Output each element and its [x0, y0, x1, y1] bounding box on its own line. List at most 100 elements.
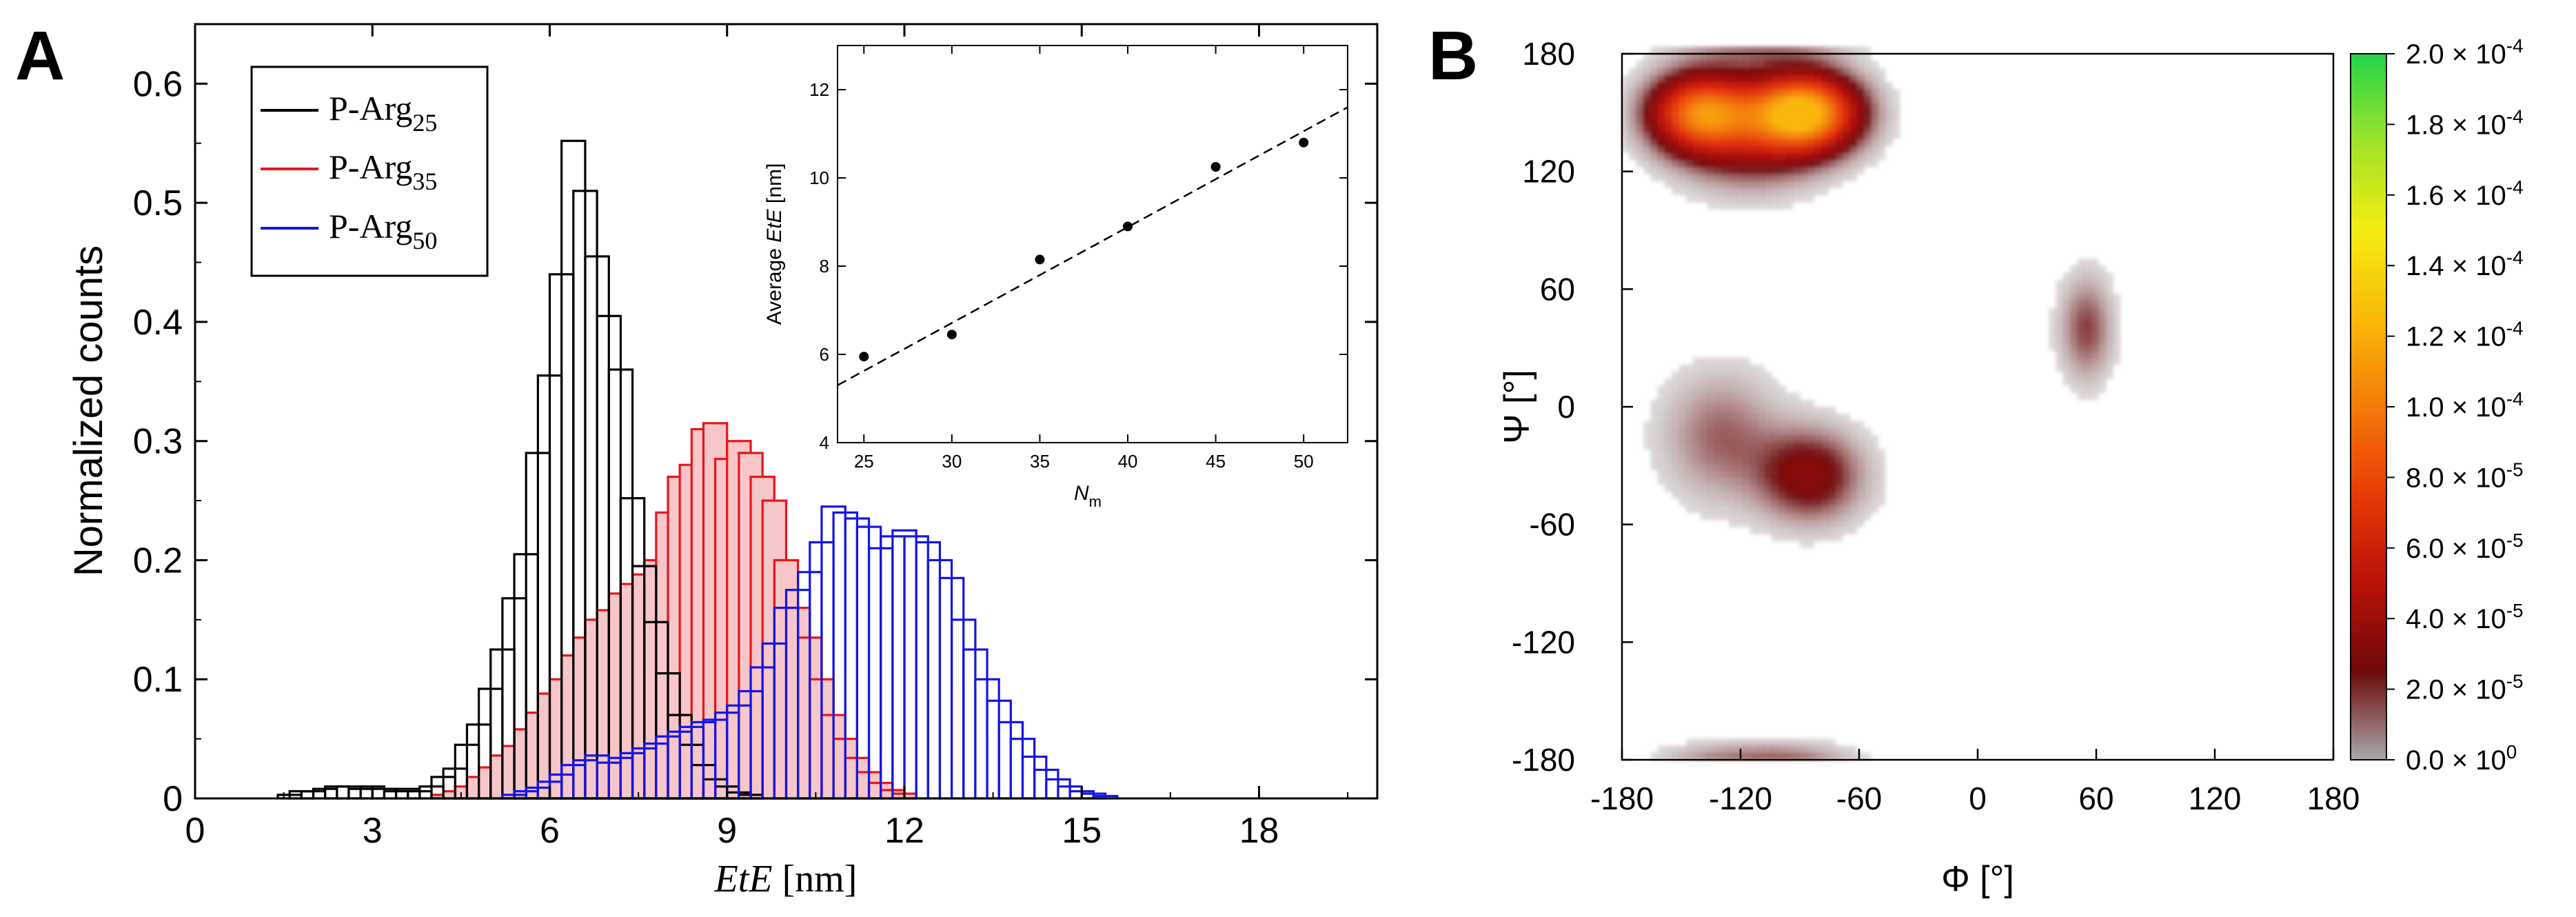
heatmap-cell — [1821, 534, 1829, 542]
heatmap-cell — [1771, 407, 1779, 414]
heatmap-cell — [1750, 103, 1758, 111]
heatmap-cell — [1750, 138, 1758, 146]
heatmap-cell — [1785, 534, 1794, 542]
heatmap-cell — [1622, 131, 1630, 139]
heatmap-cell — [1664, 124, 1672, 132]
heatmap-cell — [1849, 74, 1858, 83]
heatmap-cell — [1657, 477, 1665, 485]
heatmap-cell — [1693, 745, 1701, 754]
heatmap-cell — [1743, 145, 1751, 153]
inset-fit-line — [837, 106, 1348, 386]
heatmap-cell — [1743, 364, 1751, 372]
heatmap-cell — [2091, 329, 2099, 337]
heatmap-cell — [1849, 152, 1858, 161]
heatmap-cell — [1743, 484, 1751, 492]
heatmap-cell — [1664, 463, 1672, 471]
heatmap-cell — [1643, 89, 1651, 97]
heatmap-cell — [2070, 314, 2078, 323]
heatmap-cell — [1714, 202, 1723, 210]
heatmap-cell — [1828, 738, 1836, 747]
heatmap-cell — [1700, 752, 1708, 760]
heatmap-cell — [1792, 117, 1801, 125]
heatmap-cell — [1707, 442, 1715, 450]
heatmap-cell — [1778, 46, 1786, 54]
heatmap-cell — [1672, 166, 1680, 174]
heatmap-cell — [2084, 272, 2092, 281]
colorbar-tick-times-3: × 10 — [2444, 251, 2506, 281]
heatmap-cell — [1679, 166, 1687, 174]
heatmap-y-tick-label-2: 60 — [1540, 271, 1575, 307]
heatmap-cell — [1743, 117, 1751, 125]
heatmap-cell — [1721, 74, 1730, 83]
heatmap-cell — [1807, 435, 1815, 443]
heatmap-cell — [1714, 159, 1723, 168]
heatmap-cell — [1714, 442, 1723, 450]
heatmap-cell — [1728, 392, 1736, 401]
heatmap-cell — [1814, 498, 1822, 506]
heatmap-cell — [1856, 152, 1865, 161]
heatmap-cell — [2084, 371, 2092, 379]
heatmap-cell — [1778, 752, 1786, 760]
heatmap-cell — [1828, 745, 1836, 754]
colorbar-tick-times-1: × 10 — [2444, 110, 2506, 140]
heatmap-cell — [2077, 371, 2085, 379]
heatmap-cell — [1771, 124, 1779, 132]
heatmap-cell — [2062, 343, 2071, 351]
heatmap-cell — [1664, 477, 1672, 485]
heatmap-cell — [1736, 96, 1743, 104]
heatmap-cell — [1721, 159, 1730, 168]
heatmap-cell — [2062, 379, 2071, 386]
heatmap-cell — [2056, 336, 2064, 344]
heatmap-cell — [2062, 364, 2071, 372]
panel-a-histogram: 0 3 6 9 12 15 18 00.10.20.30.40.50.6 EtE [nm] … — [66, 23, 1379, 900]
heatmap-cell — [1657, 131, 1665, 139]
heatmap-cell — [1700, 46, 1708, 54]
histogram-y-tick-label-6: 0.6 — [133, 64, 183, 104]
heatmap-cell — [1878, 449, 1886, 457]
heatmap-cell — [1664, 435, 1672, 443]
heatmap-cell — [1849, 456, 1858, 464]
heatmap-cell — [1707, 117, 1715, 125]
heatmap-cell — [1714, 138, 1723, 146]
heatmap-cell — [1736, 61, 1743, 68]
heatmap-cell — [1693, 117, 1701, 125]
heatmap-cell — [1714, 103, 1723, 111]
colorbar-tick-label-9: 2.0 × 10-5 — [2406, 671, 2524, 705]
heatmap-cell — [1764, 117, 1772, 125]
heatmap-cell — [1792, 188, 1801, 196]
heatmap-cell — [2056, 294, 2064, 301]
heatmap-cell — [2077, 265, 2085, 273]
heatmap-cell — [1792, 46, 1801, 54]
heatmap-cell — [1800, 68, 1807, 76]
heatmap-cell — [2056, 279, 2064, 288]
heatmap-cell — [1750, 470, 1758, 478]
heatmap-cell — [1636, 138, 1644, 146]
heatmap-cell — [2062, 308, 2071, 316]
heatmap-cell — [1885, 138, 1893, 146]
heatmap-cell — [1792, 110, 1801, 118]
heatmap-cell — [1693, 442, 1701, 450]
heatmap-cell — [1828, 519, 1836, 527]
heatmap-cell — [1871, 131, 1879, 139]
heatmap-cell — [1785, 131, 1794, 139]
heatmap-cell — [2113, 357, 2120, 365]
heatmap-cell — [1672, 54, 1680, 61]
heatmap-cell — [1657, 46, 1665, 54]
heatmap-cell — [1835, 96, 1843, 104]
heatmap-cell — [1800, 470, 1807, 478]
heatmap-cell — [1714, 745, 1723, 754]
heatmap-cell — [2049, 322, 2057, 330]
heatmap-cell — [1685, 738, 1694, 747]
heatmap-cell — [1721, 470, 1730, 478]
heatmap-cell — [1771, 166, 1779, 174]
heatmap-cell — [1771, 456, 1779, 464]
heatmap-cell — [1764, 498, 1772, 506]
heatmap-cell — [2098, 272, 2107, 281]
heatmap-cell — [1821, 414, 1829, 421]
heatmap-cell — [1736, 745, 1743, 754]
heatmap-cell — [1707, 54, 1715, 61]
heatmap-cell — [2062, 350, 2071, 358]
heatmap-cell — [1771, 527, 1779, 534]
heatmap-cell — [1871, 145, 1879, 153]
colorbar-tick-times-9: × 10 — [2444, 675, 2506, 705]
